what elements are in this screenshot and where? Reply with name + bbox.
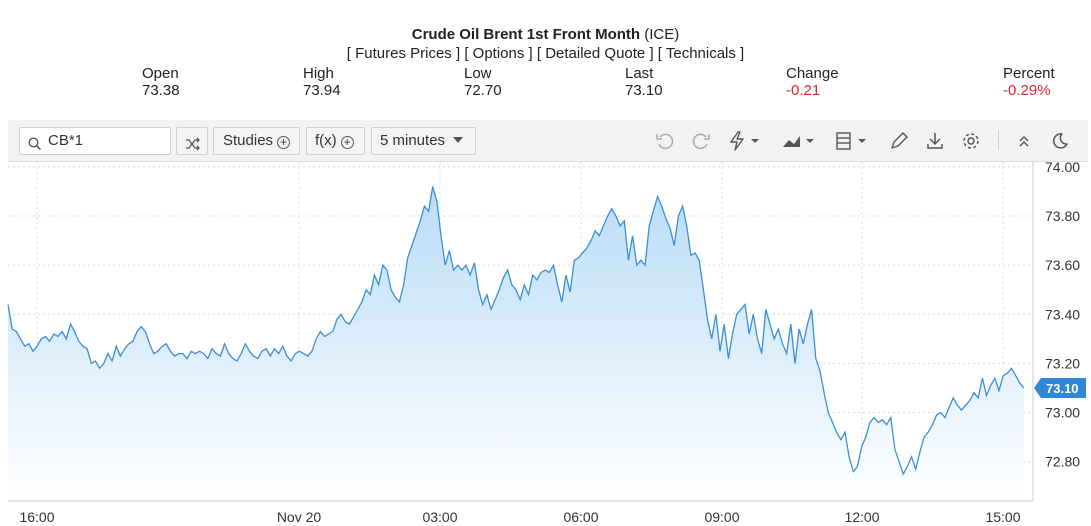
layout-icon[interactable] [834, 130, 874, 152]
x-axis: 16:00 Nov 20 03:00 06:00 09:00 12:00 15:00 [19, 509, 1020, 525]
toolbar-divider [998, 130, 999, 150]
last-price-badge-label: 73.10 [1046, 381, 1079, 396]
stat-percent: Percent -0.29% [1003, 65, 1055, 99]
last-price-badge-shape [1034, 378, 1086, 398]
instrument-title: Crude Oil Brent 1st Front Month (ICE) [0, 26, 1091, 44]
lightning-icon[interactable] [727, 130, 767, 152]
instrument-name: Crude Oil Brent 1st Front Month [411, 26, 641, 43]
y-tick-label: 73.80 [1045, 208, 1080, 224]
stat-high: High 73.94 [303, 65, 341, 99]
detailed-quote-link[interactable]: [ Detailed Quote ] [536, 45, 654, 62]
y-tick-label: 73.60 [1045, 257, 1080, 273]
fx-label: f(x) [315, 132, 337, 149]
futures-prices-link[interactable]: [ Futures Prices ] [346, 45, 461, 62]
x-tick-label: 06:00 [563, 509, 598, 525]
percent-label: Percent [1003, 65, 1055, 82]
pencil-icon[interactable] [888, 130, 912, 152]
x-tick-label: 15:00 [985, 509, 1020, 525]
chart-type-icon[interactable] [781, 130, 823, 152]
stat-low: Low 72.70 [464, 65, 502, 99]
plus-icon: + [277, 136, 291, 149]
change-value: -0.21 [786, 82, 821, 99]
last-label: Last [625, 65, 654, 82]
percent-value: -0.29% [1003, 82, 1051, 99]
open-value: 73.38 [142, 82, 180, 99]
high-label: High [303, 65, 334, 82]
shuffle-icon [185, 134, 201, 160]
search-icon [28, 134, 42, 160]
x-tick-label: 16:00 [19, 509, 54, 525]
studies-label: Studies [223, 132, 274, 149]
redo-icon[interactable] [690, 130, 714, 152]
price-chart[interactable]: 72.80 73.00 73.20 73.40 73.60 73.80 74.00 16:0… [0, 162, 1091, 526]
shuffle-button[interactable] [176, 127, 208, 155]
chevron-down-icon [453, 137, 464, 143]
low-label: Low [464, 65, 492, 82]
interval-select[interactable]: 5 minutes [371, 127, 476, 155]
price-area [8, 186, 1024, 501]
quote-links: [ Futures Prices ] [ Options ] [ Detaile… [0, 44, 1091, 63]
chart-toolbar: CB*1 Studies + f(x) + 5 minutes [8, 120, 1088, 162]
y-tick-label: 73.20 [1045, 355, 1080, 371]
last-value: 73.10 [625, 82, 663, 99]
collapse-icon[interactable] [1013, 130, 1037, 152]
y-axis: 72.80 73.00 73.20 73.40 73.60 73.80 74.00 [1045, 162, 1080, 470]
studies-button[interactable]: Studies + [213, 127, 300, 155]
symbol-value: CB*1 [48, 132, 84, 149]
stat-last: Last 73.10 [625, 65, 663, 99]
fx-button[interactable]: f(x) + [306, 127, 365, 155]
x-tick-label: Nov 20 [277, 509, 322, 525]
undo-icon[interactable] [654, 130, 678, 152]
stat-change: Change -0.21 [786, 65, 839, 99]
change-label: Change [786, 65, 839, 82]
symbol-search-input[interactable]: CB*1 [19, 127, 171, 155]
gear-icon[interactable] [960, 130, 984, 152]
interval-label: 5 minutes [380, 132, 446, 149]
last-price-badge: 73.10 [1034, 378, 1086, 398]
chart-header: Crude Oil Brent 1st Front Month (ICE) [ … [0, 26, 1091, 63]
download-icon[interactable] [924, 130, 948, 152]
high-value: 73.94 [303, 82, 341, 99]
exchange-name: (ICE) [644, 26, 680, 43]
dark-mode-icon[interactable] [1049, 130, 1073, 152]
y-tick-label: 72.80 [1045, 454, 1080, 470]
low-value: 72.70 [464, 82, 502, 99]
options-link[interactable]: [ Options ] [464, 45, 533, 62]
stat-open: Open 73.38 [142, 65, 180, 99]
technicals-link[interactable]: [ Technicals ] [657, 45, 745, 62]
y-tick-label: 73.00 [1045, 405, 1080, 421]
x-tick-label: 12:00 [844, 509, 879, 525]
x-tick-label: 03:00 [422, 509, 457, 525]
x-tick-label: 09:00 [704, 509, 739, 525]
plus-icon: + [340, 136, 354, 149]
y-tick-label: 74.00 [1045, 162, 1080, 175]
price-line [7, 186, 1025, 476]
open-label: Open [142, 65, 179, 82]
y-tick-label: 73.40 [1045, 306, 1080, 322]
